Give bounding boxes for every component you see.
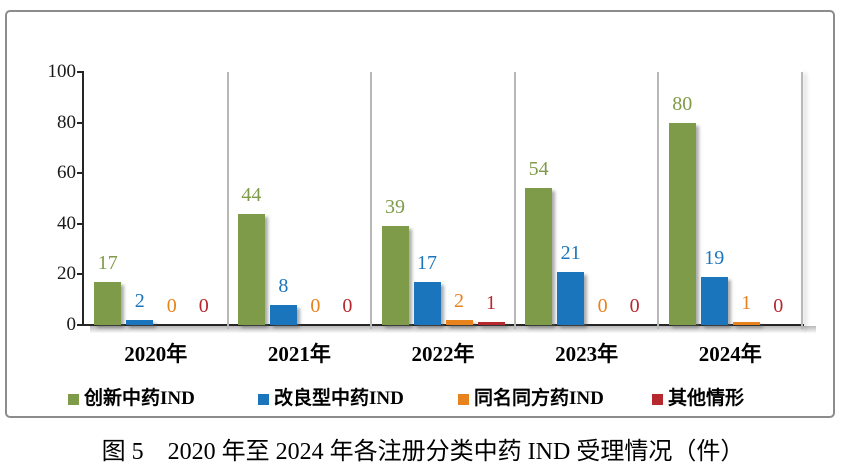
bar	[732, 322, 760, 325]
bar-value-label: 21	[560, 241, 581, 264]
bar	[700, 276, 728, 325]
bar	[413, 281, 441, 325]
y-tick-mark	[77, 71, 84, 73]
bar-value-label: 0	[310, 295, 321, 317]
bar-value-label: 1	[741, 292, 752, 315]
bar-value-label: 44	[241, 183, 262, 206]
chart-caption: 图 5 2020 年至 2024 年各注册分类中药 IND 受理情况（件）	[101, 439, 745, 465]
y-tick-label: 0	[66, 314, 77, 335]
legend-swatch	[652, 394, 663, 405]
bar-value-label: 17	[97, 252, 118, 274]
y-tick-mark	[77, 324, 84, 326]
y-tick-mark	[77, 121, 84, 124]
bar-value-label: 17	[417, 252, 437, 274]
bar-value-label: 39	[385, 196, 405, 219]
bar-value-label: 0	[198, 295, 209, 317]
bar-value-label: 54	[528, 158, 549, 181]
bar	[269, 304, 297, 325]
bar	[525, 188, 553, 325]
x-axis-label: 2024年	[698, 342, 762, 366]
bar	[126, 319, 154, 325]
y-tick-mark	[77, 222, 84, 225]
y-tick-label: 80	[57, 111, 76, 133]
category-separator	[801, 72, 803, 329]
legend-item: 创新中药IND	[68, 383, 195, 409]
bar-value-label: 80	[672, 92, 693, 115]
bar	[237, 213, 265, 325]
legend-swatch	[258, 394, 269, 405]
legend-item: 其他情形	[652, 383, 745, 409]
category-separator	[226, 72, 229, 329]
bar-value-label: 0	[166, 295, 177, 317]
x-axis	[82, 324, 804, 326]
bar-value-label: 1	[486, 292, 496, 315]
y-tick-mark	[77, 273, 84, 276]
bar-value-label: 2	[134, 289, 145, 312]
legend-label: 创新中药IND	[84, 388, 195, 409]
y-tick-label: 60	[57, 162, 76, 184]
y-tick-label: 20	[57, 263, 76, 285]
category-separator	[370, 72, 373, 329]
legend-swatch	[458, 394, 469, 405]
bar-value-label: 0	[629, 295, 640, 317]
bar	[668, 122, 696, 325]
bar	[477, 322, 505, 325]
legend-label: 改良型中药IND	[274, 388, 404, 409]
bar	[445, 319, 473, 325]
bar-value-label: 0	[773, 295, 784, 317]
bar-value-label: 19	[704, 246, 725, 269]
legend-item: 改良型中药IND	[258, 383, 404, 409]
y-tick-label: 40	[57, 212, 76, 234]
x-axis-label: 2020年	[124, 342, 188, 366]
bar-value-label: 2	[454, 289, 464, 312]
legend-label: 同名同方药IND	[474, 388, 604, 409]
bar	[94, 281, 122, 325]
bar	[381, 226, 409, 325]
y-tick-mark	[77, 172, 84, 175]
y-tick-label: 100	[47, 61, 77, 82]
bar-value-label: 8	[278, 274, 289, 297]
x-axis-label: 2023年	[555, 342, 619, 366]
bar-value-label: 0	[342, 295, 353, 317]
x-axis-label: 2021年	[267, 342, 331, 366]
legend-label: 其他情形	[668, 388, 745, 409]
bar	[557, 271, 585, 325]
x-axis-label: 2022年	[411, 342, 475, 366]
category-separator	[657, 72, 660, 329]
legend-swatch	[68, 394, 79, 405]
y-axis	[82, 72, 84, 325]
bar-value-label: 0	[597, 295, 608, 317]
legend-item: 同名同方药IND	[458, 383, 604, 409]
x-axis-shadow	[90, 326, 816, 333]
chart-frame	[5, 10, 835, 418]
category-separator	[513, 72, 516, 329]
